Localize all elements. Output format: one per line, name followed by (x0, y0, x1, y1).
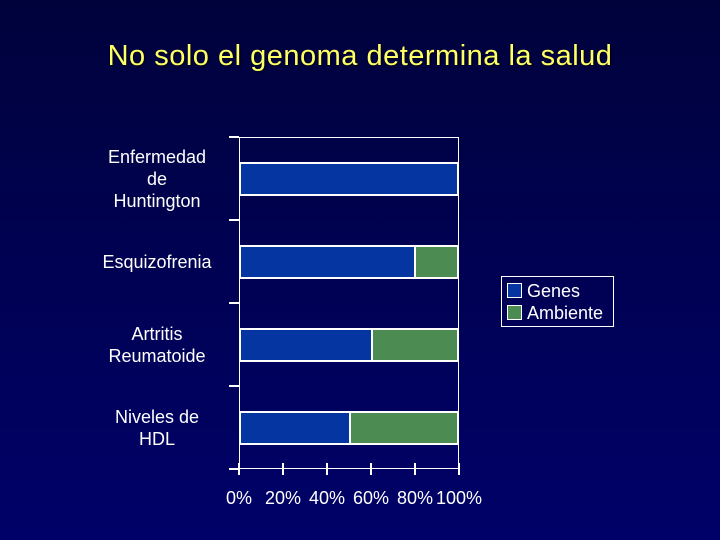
category-label-line: Huntington (113, 191, 201, 211)
bar-segment-genes (241, 247, 414, 277)
bar-segment-genes (241, 413, 349, 443)
slide-title: No solo el genoma determina la salud (107, 40, 613, 72)
y-axis-tick (229, 302, 239, 304)
category-label-line: HDL (138, 429, 175, 449)
y-axis-tick (229, 136, 239, 138)
x-axis-tick-label: 20% (264, 488, 302, 508)
legend-swatch-genes (507, 283, 522, 298)
category-label-line: Artritis (131, 324, 183, 344)
x-axis-tick-label: 40% (308, 488, 346, 508)
x-axis-tick (238, 463, 240, 475)
x-axis-tick-label: 60% (352, 488, 390, 508)
legend-item-ambiente: Ambiente (507, 303, 613, 323)
x-axis-tick (326, 463, 328, 475)
category-label: Esquizofrenia (82, 251, 232, 273)
x-axis-tick (370, 463, 372, 475)
legend-item-genes: Genes (507, 281, 613, 301)
bar-segment-genes (241, 164, 457, 194)
y-axis-tick (229, 468, 239, 470)
category-label: Artritis Reumatoide (82, 323, 232, 367)
category-label-line: Esquizofrenia (102, 252, 212, 272)
bar-segment-genes (241, 330, 371, 360)
bar-segment-ambiente (349, 413, 457, 443)
x-axis-tick-label: 80% (396, 488, 434, 508)
bar-row (239, 162, 459, 196)
bar-segment-ambiente (413, 247, 457, 277)
category-label-line: Reumatoide (108, 346, 206, 366)
legend-label: Genes (527, 280, 581, 301)
x-axis-tick (458, 463, 460, 475)
y-axis-tick (229, 385, 239, 387)
category-label-line: Niveles de (114, 407, 200, 427)
plot-area (239, 137, 459, 469)
x-axis-tick-label: 0% (225, 488, 252, 508)
x-axis-tick (282, 463, 284, 475)
bar-row (239, 328, 459, 362)
bar-row (239, 245, 459, 279)
bar-segment-ambiente (370, 330, 457, 360)
y-axis-tick (229, 219, 239, 221)
x-axis-tick (414, 463, 416, 475)
category-label: Enfermedad de Huntington (82, 146, 232, 212)
category-label-line: Enfermedad (107, 147, 207, 167)
legend: Genes Ambiente (501, 276, 614, 327)
x-axis-tick-label: 100% (435, 488, 483, 508)
legend-swatch-ambiente (507, 305, 522, 320)
legend-label: Ambiente (527, 302, 604, 323)
bar-row (239, 411, 459, 445)
category-label: Niveles de HDL (82, 406, 232, 450)
category-label-line: de (146, 169, 168, 189)
